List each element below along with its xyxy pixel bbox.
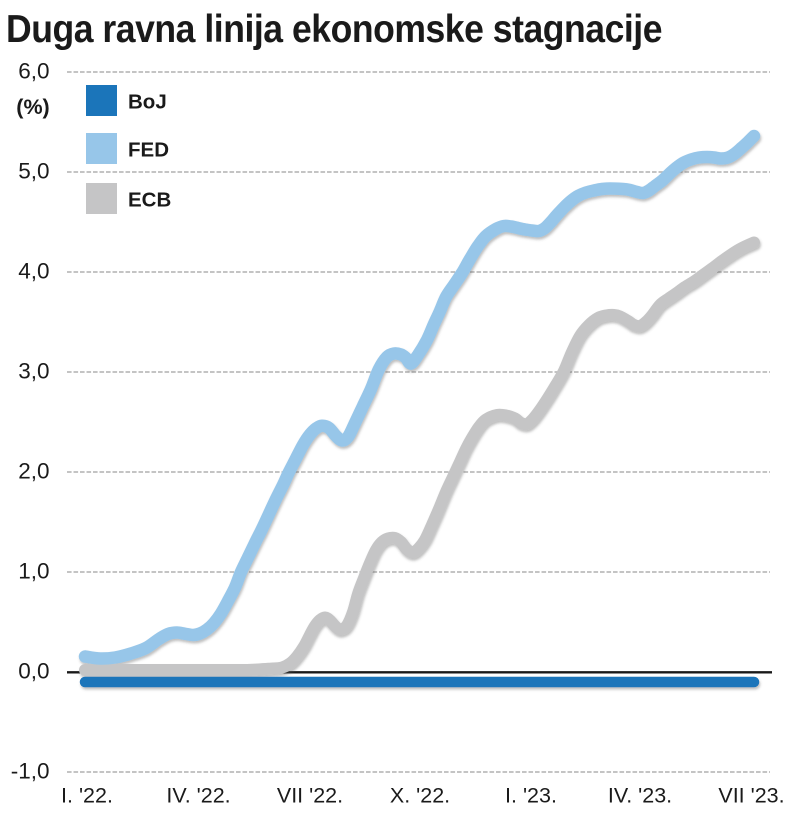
svg-text:0,0: 0,0 [18,659,49,684]
svg-text:IV. '23.: IV. '23. [608,784,672,808]
svg-text:3,0: 3,0 [18,359,49,384]
svg-text:I. '23.: I. '23. [505,784,557,808]
svg-text:6,0: 6,0 [18,59,49,84]
svg-text:FED: FED [128,139,169,162]
svg-text:IV. '22.: IV. '22. [166,784,230,808]
svg-text:VII '22.: VII '22. [277,784,343,808]
svg-text:1,0: 1,0 [18,559,49,584]
svg-text:2,0: 2,0 [18,459,49,484]
svg-text:ECB: ECB [128,189,171,212]
svg-text:4,0: 4,0 [18,259,49,284]
svg-text:(%): (%) [16,95,49,119]
svg-text:I. '22.: I. '22. [61,784,113,808]
svg-text:VII '23.: VII '23. [718,784,784,808]
svg-text:X. '22.: X. '22. [390,784,450,808]
svg-text:BoJ: BoJ [128,91,167,114]
svg-text:5,0: 5,0 [18,159,49,184]
svg-text:-1,0: -1,0 [11,759,50,784]
